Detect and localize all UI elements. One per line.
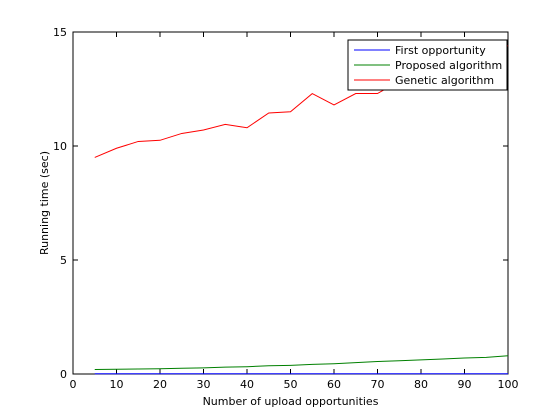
series-line-proposed-algorithm [94, 355, 509, 370]
x-tick-label: 70 [371, 378, 385, 391]
x-tick-label: 40 [240, 378, 254, 391]
legend: First opportunity Proposed algorithm Genet… [347, 39, 508, 91]
y-tick-label: 15 [53, 26, 67, 39]
legend-label: First opportunity [395, 44, 486, 57]
x-tick-label: 90 [458, 378, 472, 391]
y-axis-label: Running time (sec) [38, 151, 51, 255]
y-tick-label: 5 [60, 254, 67, 267]
y-tick-label: 10 [53, 140, 67, 153]
x-tick-label: 100 [498, 378, 519, 391]
x-tick-label: 30 [197, 378, 211, 391]
x-tick-label: 0 [70, 378, 77, 391]
x-tick-label: 60 [327, 378, 341, 391]
axis-ticks: 0 10 20 30 40 50 60 70 80 90 100 0 5 10 15 [53, 26, 519, 391]
x-tick-label: 10 [110, 378, 124, 391]
y-tick-label: 0 [60, 368, 67, 381]
x-tick-label: 20 [153, 378, 167, 391]
legend-label: Genetic algorithm [395, 74, 494, 87]
x-tick-label: 80 [414, 378, 428, 391]
x-axis-label: Number of upload opportunities [203, 395, 379, 408]
x-tick-label: 50 [284, 378, 298, 391]
legend-label: Proposed algorithm [395, 59, 502, 72]
